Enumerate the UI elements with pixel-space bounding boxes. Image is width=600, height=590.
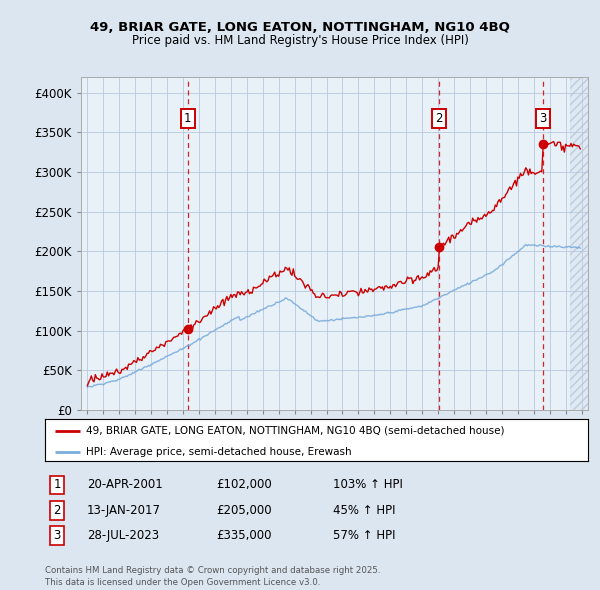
Text: 49, BRIAR GATE, LONG EATON, NOTTINGHAM, NG10 4BQ: 49, BRIAR GATE, LONG EATON, NOTTINGHAM, … (90, 21, 510, 34)
Text: 2: 2 (53, 504, 61, 517)
Bar (571, 77, 588, 410)
Text: 3: 3 (539, 112, 547, 125)
Text: 20-APR-2001: 20-APR-2001 (87, 478, 163, 491)
Text: 103% ↑ HPI: 103% ↑ HPI (333, 478, 403, 491)
Text: 57% ↑ HPI: 57% ↑ HPI (333, 529, 395, 542)
Text: 28-JUL-2023: 28-JUL-2023 (87, 529, 159, 542)
Text: Price paid vs. HM Land Registry's House Price Index (HPI): Price paid vs. HM Land Registry's House … (131, 34, 469, 47)
Text: £102,000: £102,000 (216, 478, 272, 491)
Text: 49, BRIAR GATE, LONG EATON, NOTTINGHAM, NG10 4BQ (semi-detached house): 49, BRIAR GATE, LONG EATON, NOTTINGHAM, … (86, 426, 504, 436)
Text: 2: 2 (435, 112, 443, 125)
Text: 13-JAN-2017: 13-JAN-2017 (87, 504, 161, 517)
Text: 45% ↑ HPI: 45% ↑ HPI (333, 504, 395, 517)
Text: 1: 1 (53, 478, 61, 491)
Text: £335,000: £335,000 (216, 529, 271, 542)
Text: Contains HM Land Registry data © Crown copyright and database right 2025.
This d: Contains HM Land Registry data © Crown c… (45, 566, 380, 587)
Text: 3: 3 (53, 529, 61, 542)
Text: HPI: Average price, semi-detached house, Erewash: HPI: Average price, semi-detached house,… (86, 447, 352, 457)
Text: 1: 1 (184, 112, 191, 125)
Text: £205,000: £205,000 (216, 504, 272, 517)
